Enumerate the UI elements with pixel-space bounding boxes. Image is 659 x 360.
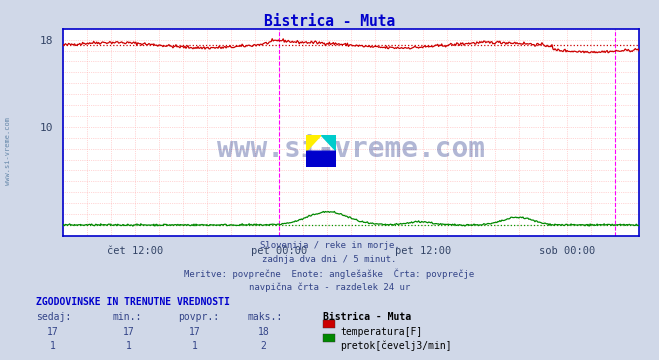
Polygon shape xyxy=(306,135,322,151)
Text: 17: 17 xyxy=(47,327,59,337)
Polygon shape xyxy=(306,151,336,167)
Text: Meritve: povprečne  Enote: anglešaške  Črta: povprečje: Meritve: povprečne Enote: anglešaške Črt… xyxy=(185,269,474,279)
Text: min.:: min.: xyxy=(112,312,142,322)
Text: 1: 1 xyxy=(192,341,197,351)
Polygon shape xyxy=(306,151,336,167)
Text: navpična črta - razdelek 24 ur: navpična črta - razdelek 24 ur xyxy=(249,282,410,292)
Text: maks.:: maks.: xyxy=(247,312,282,322)
Text: pretok[čevelj3/min]: pretok[čevelj3/min] xyxy=(340,341,451,351)
Text: povpr.:: povpr.: xyxy=(178,312,219,322)
Text: www.si-vreme.com: www.si-vreme.com xyxy=(5,117,11,185)
Text: 2: 2 xyxy=(261,341,266,351)
Text: 1: 1 xyxy=(126,341,131,351)
Text: ZGODOVINSKE IN TRENUTNE VREDNOSTI: ZGODOVINSKE IN TRENUTNE VREDNOSTI xyxy=(36,297,230,307)
Text: Slovenija / reke in morje.: Slovenija / reke in morje. xyxy=(260,241,399,250)
Text: temperatura[F]: temperatura[F] xyxy=(340,327,422,337)
Text: Bistrica - Muta: Bistrica - Muta xyxy=(323,312,411,322)
Text: 17: 17 xyxy=(123,327,134,337)
Text: zadnja dva dni / 5 minut.: zadnja dva dni / 5 minut. xyxy=(262,255,397,264)
Text: www.si-vreme.com: www.si-vreme.com xyxy=(217,135,485,163)
Polygon shape xyxy=(322,135,336,151)
Text: sedaj:: sedaj: xyxy=(36,312,71,322)
Text: 17: 17 xyxy=(188,327,200,337)
Text: Bistrica - Muta: Bistrica - Muta xyxy=(264,14,395,29)
Text: 1: 1 xyxy=(50,341,55,351)
Text: 18: 18 xyxy=(258,327,270,337)
